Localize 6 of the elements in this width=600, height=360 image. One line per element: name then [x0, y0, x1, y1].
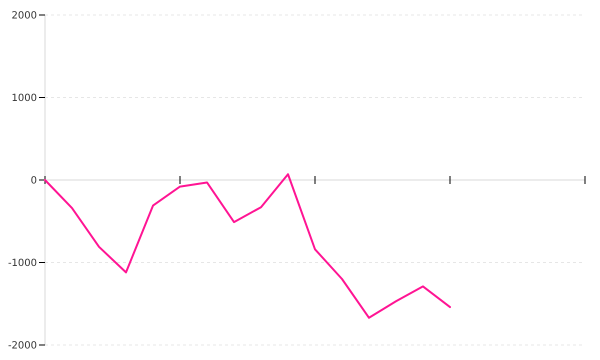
y-tick-label: -1000 — [8, 258, 37, 269]
y-tick-label: -2000 — [8, 340, 37, 352]
y-tick-label: 0 — [30, 176, 37, 186]
y-tick-label: 1000 — [12, 93, 37, 104]
y-tick-label: 2000 — [12, 10, 37, 22]
line-series — [44, 173, 451, 319]
